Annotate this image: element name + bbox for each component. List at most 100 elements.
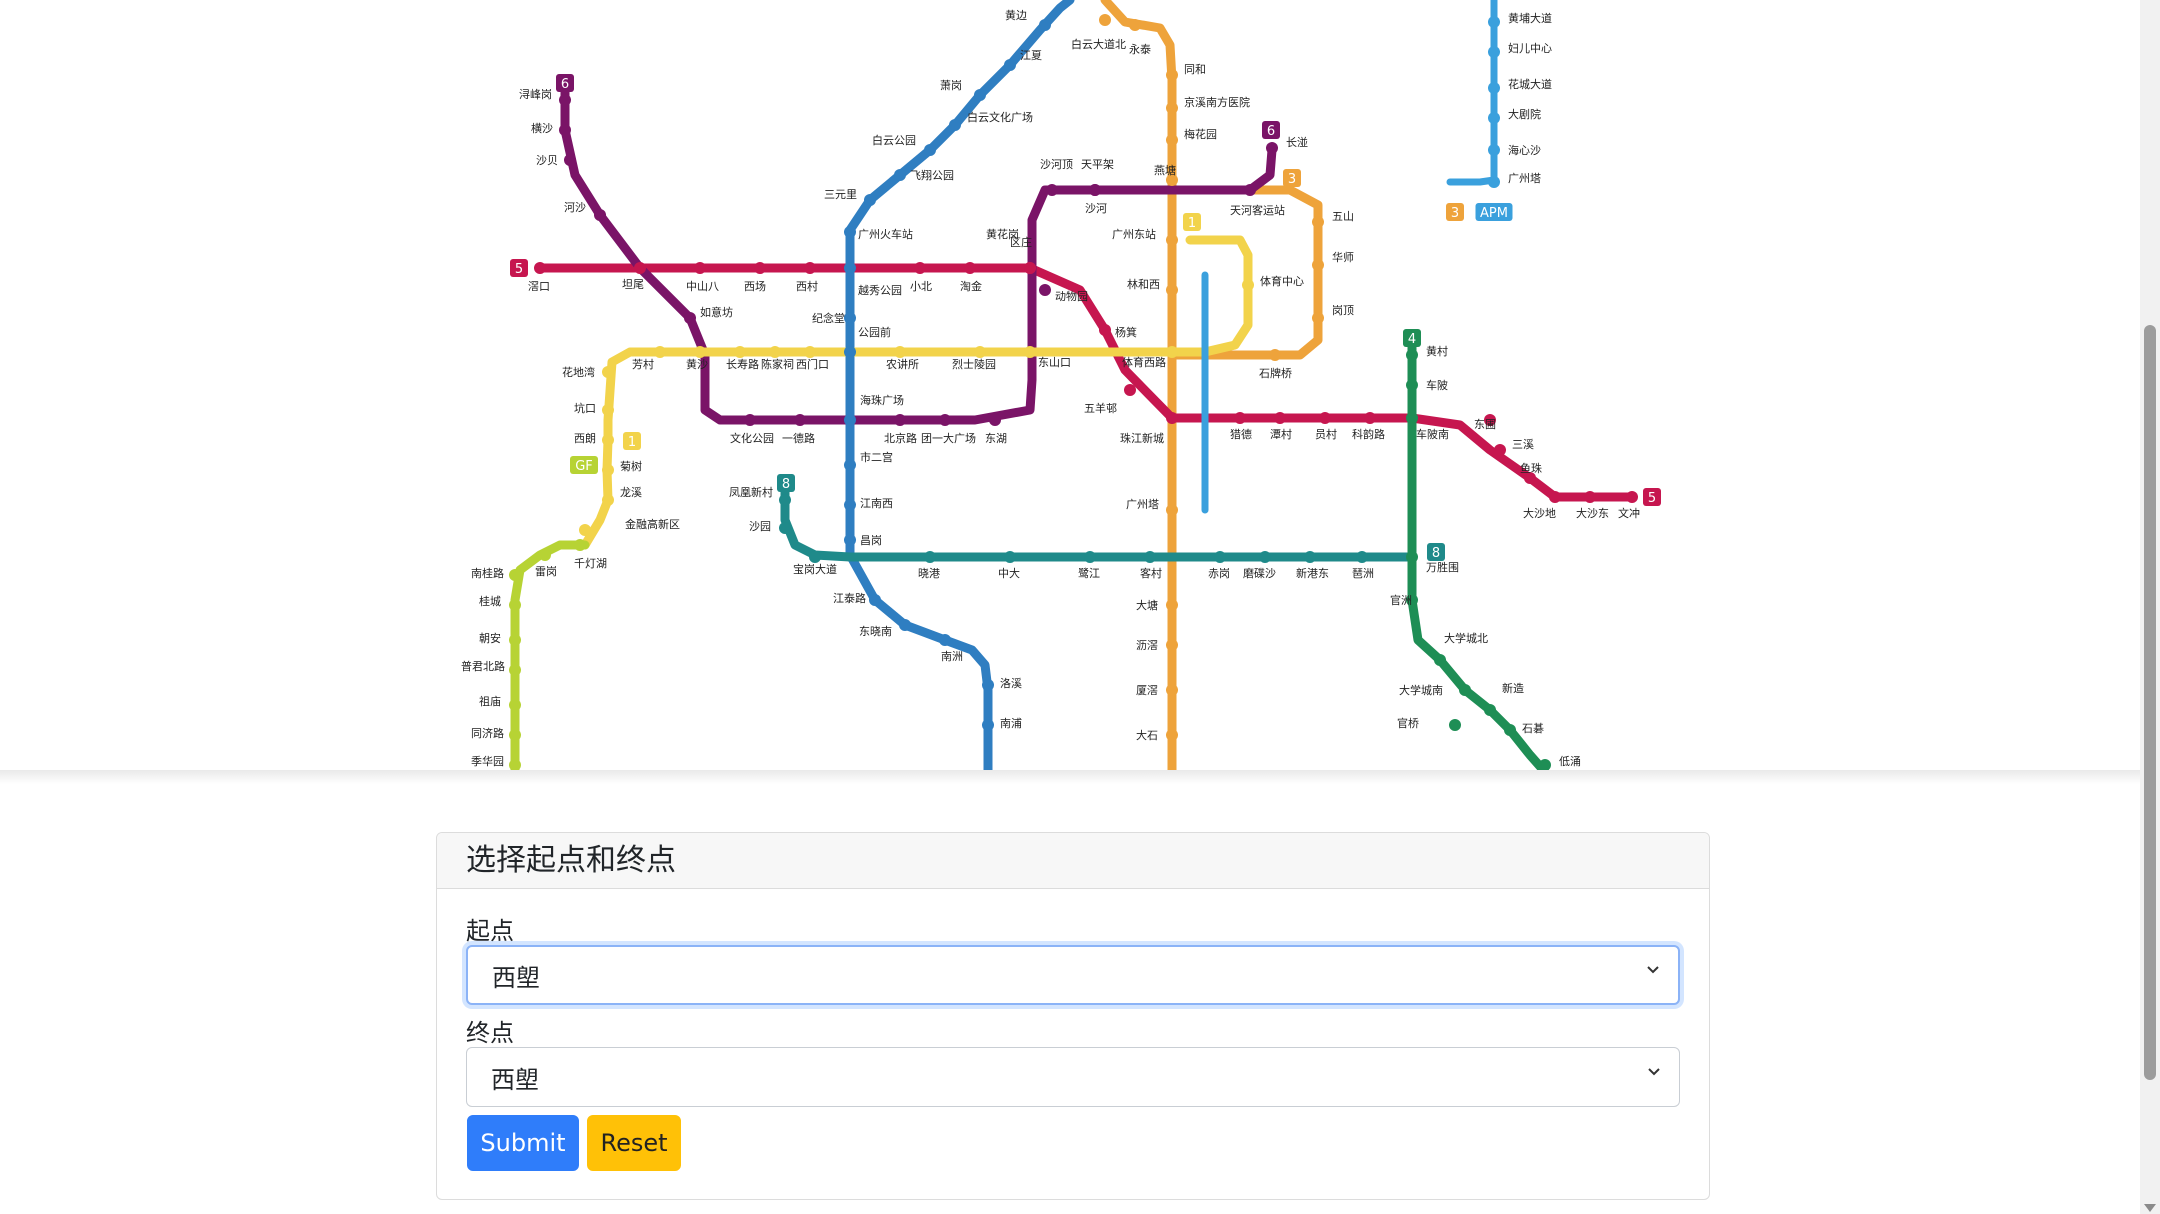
station-label: 横沙: [531, 121, 553, 135]
station-dot: [1166, 684, 1178, 696]
station-dot: [974, 89, 986, 101]
reset-button[interactable]: Reset: [587, 1115, 681, 1171]
line-badge-label: 3: [1288, 172, 1296, 187]
station-label: 大石: [1136, 728, 1158, 742]
station-dot: [509, 699, 521, 711]
station-dot: [1166, 412, 1178, 424]
station-dot: [1549, 491, 1561, 503]
station-dot: [1312, 216, 1324, 228]
station-label: 沥滘: [1136, 639, 1158, 652]
station-dot: [982, 679, 994, 691]
station-dot: [1166, 639, 1178, 651]
start-select[interactable]: 西塱: [466, 945, 1680, 1005]
station-label: 东山口: [1038, 356, 1071, 369]
station-label: 龙溪: [620, 486, 642, 499]
station-label: 新造: [1502, 681, 1524, 695]
station-dot: [1129, 19, 1141, 31]
station-dot: [844, 226, 856, 238]
station-dot: [1488, 112, 1500, 124]
station-label: 五山: [1332, 210, 1354, 223]
station-label: 低涌: [1559, 755, 1581, 768]
station-label: 大沙东: [1576, 506, 1609, 520]
station-dot: [1459, 684, 1471, 696]
station-dot: [1166, 504, 1178, 516]
submit-button[interactable]: Submit: [467, 1115, 579, 1171]
station-dot: [694, 262, 706, 274]
metro-line-apm2: [1446, 0, 1498, 186]
station-dot: [1488, 82, 1500, 94]
station-label: 淘金: [960, 279, 982, 293]
station-label: 雷岗: [535, 565, 557, 578]
station-dot: [1488, 144, 1500, 156]
line-badge: [570, 456, 598, 474]
station-label: 萧岗: [940, 79, 962, 92]
station-label: 河沙: [564, 201, 586, 214]
station-label: 磨碟沙: [1243, 567, 1276, 580]
station-dot: [924, 551, 936, 563]
station-label: 西村: [796, 279, 818, 293]
station-label: 洛溪: [1000, 676, 1022, 690]
station-dot: [1484, 414, 1496, 426]
station-label: 车陂: [1426, 378, 1448, 392]
station-dot: [1312, 259, 1324, 271]
station-label: 市二宫: [860, 450, 893, 464]
station-label: 芳村: [632, 357, 654, 371]
metro-map: 6 5 6 3 1 1 GF 8 4 8 5 3 APM 黄边 江夏 萧岗 白云文化广场 白云公园 飞翔公园 三元里…: [461, 0, 1661, 772]
station-label: 大学城北: [1444, 631, 1488, 645]
end-select-value: 西塱: [491, 1065, 539, 1094]
station-dot: [1166, 134, 1178, 146]
station-label: 妇儿中心: [1508, 42, 1552, 55]
line-badge: [1403, 329, 1421, 347]
end-select[interactable]: 西塱: [466, 1047, 1680, 1107]
station-dot: [779, 494, 791, 506]
station-label: 大沙地: [1523, 506, 1556, 520]
station-label: 五羊邨: [1084, 401, 1117, 415]
station-label: 黄花岗: [986, 227, 1019, 241]
station-dot: [1166, 284, 1178, 296]
station-dot: [1004, 551, 1016, 563]
station-dot: [539, 549, 551, 561]
chevron-down-icon: [1648, 1068, 1660, 1076]
station-label: 燕塘: [1154, 163, 1176, 177]
station-label: 岗顶: [1332, 304, 1354, 317]
station-label: 大学城南: [1399, 683, 1443, 697]
station-dot: [1626, 491, 1638, 503]
station-label: 中大: [998, 566, 1020, 580]
station-label: 桂城: [479, 594, 501, 608]
station-dot: [1488, 46, 1500, 58]
station-label: 沙河顶: [1040, 158, 1073, 171]
station-dot: [1406, 551, 1418, 563]
metro-line-line8: [780, 475, 1417, 562]
station-dot: [1144, 551, 1156, 563]
station-dot: [1406, 349, 1418, 361]
station-label: 东晓南: [859, 625, 892, 638]
station-dot: [1039, 19, 1051, 31]
scroll-down-arrow-icon[interactable]: [2144, 1204, 2156, 1212]
station-label: 厦滘: [1136, 684, 1158, 697]
station-label: 广州火车站: [858, 227, 913, 241]
station-label: 动物园: [1055, 289, 1088, 303]
station-label: 林和西: [1127, 277, 1160, 291]
station-label: 华师: [1332, 250, 1354, 264]
scrollbar-thumb[interactable]: [2144, 325, 2156, 1080]
station-dot: [894, 414, 906, 426]
station-dot: [1089, 184, 1101, 196]
line-badge-label: GF: [575, 459, 593, 474]
station-dot: [1166, 729, 1178, 741]
station-label: 浔峰岗: [519, 88, 552, 101]
station-dot: [989, 414, 1001, 426]
station-dot: [974, 346, 986, 358]
station-label: 朝安: [479, 631, 501, 645]
station-dot: [509, 759, 521, 771]
station-dot: [1166, 102, 1178, 114]
station-label: 花地湾: [562, 365, 595, 379]
station-label: 花城大道: [1508, 77, 1552, 91]
station-label: 新港东: [1296, 566, 1329, 580]
station-dot: [1304, 551, 1316, 563]
start-label: 起点: [466, 917, 514, 945]
page-scrollbar[interactable]: [2140, 0, 2160, 1214]
station-label: 三元里: [824, 188, 857, 201]
station-label: 千灯湖: [574, 557, 607, 570]
station-label: 金融高新区: [625, 517, 680, 531]
station-dot: [634, 262, 646, 274]
